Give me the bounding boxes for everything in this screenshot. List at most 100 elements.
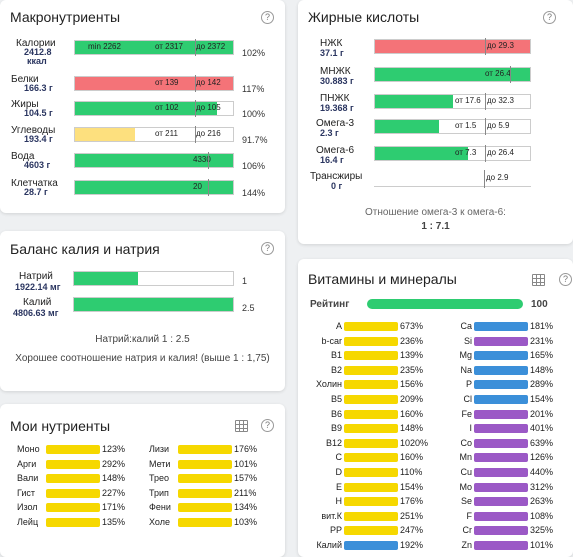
vitamin-percent: 154% xyxy=(530,394,554,404)
macro-value: 104.5 г xyxy=(24,108,53,118)
vitamin-name: Se xyxy=(460,496,472,507)
macro-percent: 91.7% xyxy=(242,135,268,145)
macro-from-label: 20 xyxy=(193,182,202,191)
vitamin-name: B9 xyxy=(330,423,342,434)
nutrient-bar xyxy=(46,517,100,527)
macro-bar-track: 20 xyxy=(74,179,234,196)
vitamins-title: Витамины и минералы xyxy=(308,271,457,287)
nutrient-name: Холе xyxy=(149,516,170,527)
macro-bar xyxy=(75,181,233,194)
vitamin-bar xyxy=(344,380,398,390)
vitamin-name: F xyxy=(466,510,473,521)
macro-bar xyxy=(75,41,233,54)
nutrient-bar xyxy=(46,503,100,512)
vitamin-bar xyxy=(344,453,398,463)
vitamin-name: Холин xyxy=(316,379,342,390)
nutrient-name: Мети xyxy=(149,458,171,469)
fat-value: 19.368 г xyxy=(320,103,354,113)
help-icon[interactable]: ? xyxy=(543,11,556,24)
vitamin-bar xyxy=(344,438,398,448)
help-icon[interactable]: ? xyxy=(261,419,274,432)
macro-row: Жиры 104.5 г от 102 до 105 100% xyxy=(0,99,285,123)
fat-value: 2.3 г xyxy=(320,128,339,138)
potassium-bar-track xyxy=(73,297,234,312)
vitamin-bar xyxy=(344,468,398,477)
balance-title: Баланс калия и натрия xyxy=(10,241,160,257)
macro-name: Клетчатка xyxy=(11,178,58,189)
vitamin-bar xyxy=(344,365,398,375)
macro-from-label: от 139 xyxy=(155,78,179,87)
vitamin-percent: 1020% xyxy=(400,437,429,448)
vitamin-name: b-car xyxy=(321,335,342,346)
macro-target-marker xyxy=(195,126,196,143)
vitamin-name: Mn xyxy=(459,452,472,463)
fat-target-marker xyxy=(485,93,486,110)
my-nutrients-title: Мои нутриенты xyxy=(10,418,111,434)
vitamin-name: D xyxy=(335,467,343,477)
vitamin-bar xyxy=(344,409,398,419)
fat-value: 37.1 г xyxy=(320,48,344,58)
vitamin-percent: 209% xyxy=(400,394,424,404)
table-icon[interactable] xyxy=(532,274,545,286)
potassium-bar xyxy=(74,298,233,311)
fat-bar-track: до 29.3 xyxy=(374,38,531,55)
vitamin-percent: 325% xyxy=(530,525,554,536)
fat-name: Омега-6 xyxy=(316,145,355,156)
fatty-acids-title: Жирные кислоты xyxy=(308,9,420,25)
vitamin-name: Cr xyxy=(462,525,473,536)
potassium-value: 4806.63 мг xyxy=(13,308,59,318)
vitamin-percent: 673% xyxy=(400,321,424,331)
vitamin-bar xyxy=(474,395,528,404)
fat-to-label: до 5.9 xyxy=(487,121,510,130)
nutrient-percent: 227% xyxy=(102,487,126,498)
fat-from-label: от 7.3 xyxy=(455,148,477,157)
nutrient-percent: 157% xyxy=(234,473,258,483)
fat-name: Омега-3 xyxy=(316,118,355,129)
macro-unit: ккал xyxy=(27,56,47,66)
vitamin-name: Mg xyxy=(459,350,472,361)
vitamin-bar xyxy=(474,322,528,331)
help-icon[interactable]: ? xyxy=(559,273,572,286)
macro-from-label: 4330 xyxy=(193,155,211,164)
help-icon[interactable]: ? xyxy=(261,242,274,255)
vitamin-bar xyxy=(344,336,398,346)
nutrient-name: Моно xyxy=(17,444,40,454)
help-icon[interactable]: ? xyxy=(261,11,274,24)
macronutrients-card: Макронутриенты ? Калории 2412.8 ккал min 22… xyxy=(0,0,285,213)
macro-target-marker xyxy=(195,100,196,117)
macro-bar-track: от 102 до 105 xyxy=(74,100,234,117)
vitamin-name: вит.К xyxy=(321,510,342,521)
vitamin-name: B6 xyxy=(330,408,342,419)
fat-target-marker xyxy=(485,38,486,55)
nutrient-bar xyxy=(178,445,232,454)
vitamin-bar xyxy=(344,482,398,492)
macro-value: 28.7 г xyxy=(24,187,48,197)
balance-note: Хорошее соотношение натрия и калия! (выш… xyxy=(15,353,270,364)
macro-name: Калории xyxy=(16,38,56,49)
nutrient-name: Лейц xyxy=(17,516,39,527)
vitamin-name: B12 xyxy=(325,437,342,448)
nutrient-bar xyxy=(178,474,232,483)
fat-bar-track: до 2.9 xyxy=(374,170,531,188)
vitamin-name: I xyxy=(469,423,472,434)
nutrient-percent: 148% xyxy=(102,473,126,483)
macro-name: Углеводы xyxy=(11,125,56,136)
vitamin-name: Si xyxy=(463,335,472,346)
nutrient-name: Трип xyxy=(149,487,169,498)
vitamin-percent: 289% xyxy=(530,379,554,390)
vitamin-percent: 160% xyxy=(400,452,424,463)
fat-target-marker xyxy=(485,145,486,162)
vitamin-name: PP xyxy=(329,525,342,536)
vitamin-name: Cl xyxy=(463,394,473,404)
nutrient-percent: 103% xyxy=(234,516,258,527)
macro-row: Вода 4603 г 4330 106% xyxy=(0,151,285,175)
vitamin-bar xyxy=(474,468,528,477)
macro-name: Белки xyxy=(11,74,39,85)
nutrient-name: Трео xyxy=(149,473,170,483)
macro-to-label: до 142 xyxy=(196,78,221,87)
vitamin-name: C xyxy=(335,452,343,463)
fat-name: Трансжиры xyxy=(310,171,363,182)
table-icon[interactable] xyxy=(235,420,248,432)
fat-bar xyxy=(375,68,530,81)
vitamin-name: B2 xyxy=(330,364,342,375)
